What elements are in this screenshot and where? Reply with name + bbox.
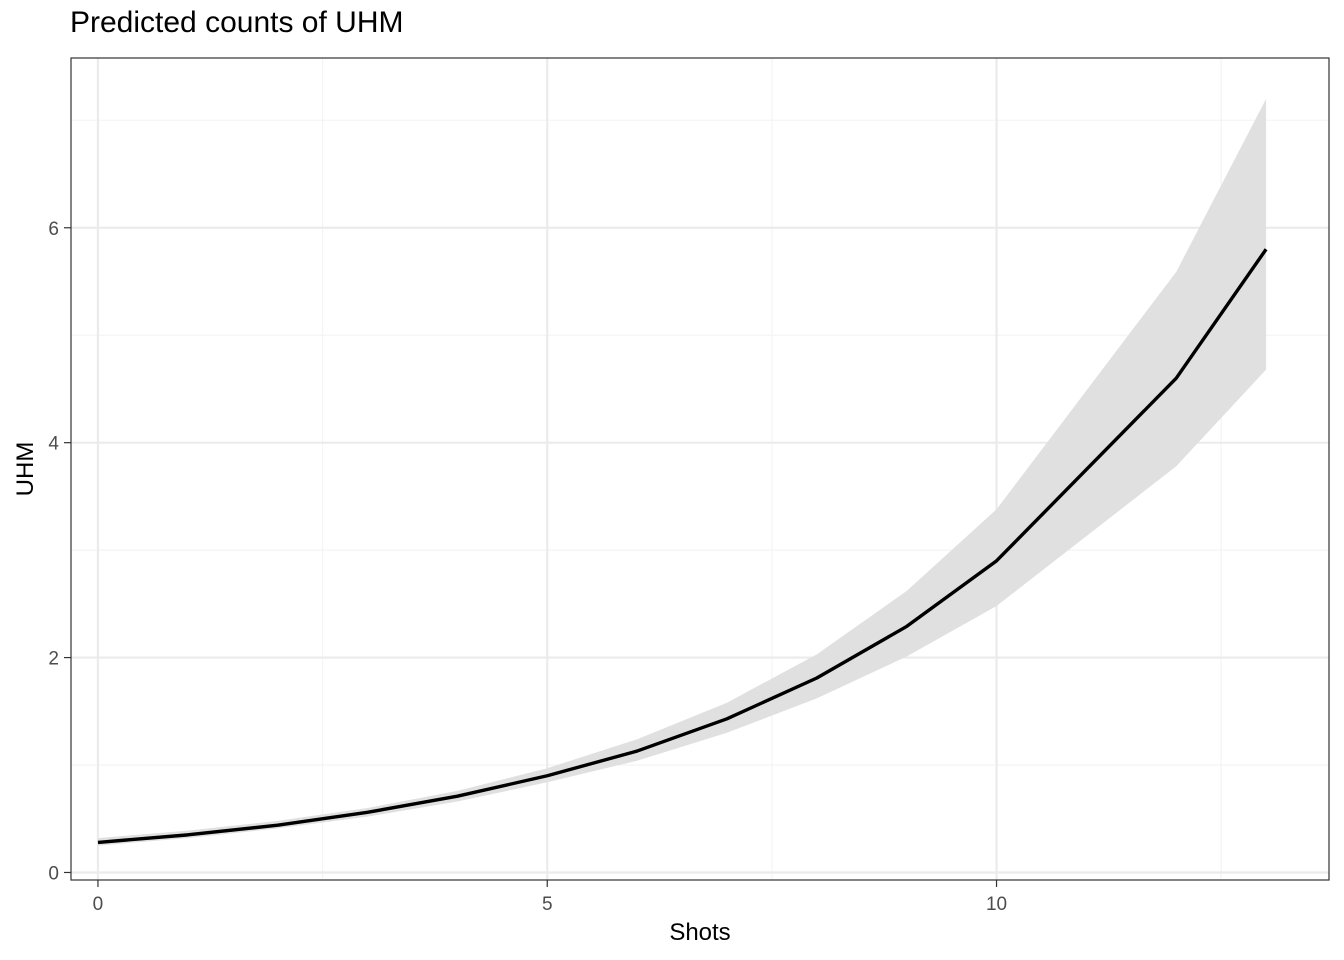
chart-title: Predicted counts of UHM [70, 6, 404, 39]
series-line [97, 248, 1268, 845]
y-axis-title: UHM [12, 442, 39, 497]
x-tick-label: 0 [93, 894, 104, 915]
y-tick-label: 0 [48, 863, 59, 884]
y-tick-label: 4 [48, 434, 59, 455]
panel-border [70, 57, 1330, 881]
x-axis: 0 5 10 [93, 880, 1007, 915]
x-tick-label: 10 [986, 894, 1007, 915]
x-tick-label: 5 [542, 894, 553, 915]
y-axis: 0 2 4 6 [48, 219, 71, 884]
confidence-ribbon [97, 98, 1267, 846]
minor-gridlines [71, 58, 1329, 880]
x-axis-title: Shots [669, 919, 730, 946]
y-tick-label: 2 [48, 649, 59, 670]
y-tick-label: 6 [48, 219, 59, 240]
